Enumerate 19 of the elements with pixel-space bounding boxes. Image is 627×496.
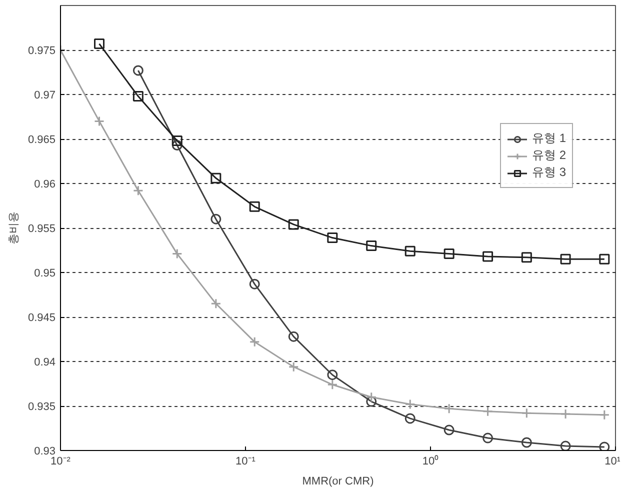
y-tick-label: 0.95 <box>34 268 56 280</box>
y-tick-label: 0.965 <box>28 134 56 146</box>
x-tick-label: 10⁰ <box>422 454 439 468</box>
y-axis-title: 총비용 <box>8 212 20 244</box>
legend-label: 유형 3 <box>532 164 566 181</box>
y-tick-label: 0.935 <box>28 401 56 413</box>
x-tick-label: 10⁻² <box>50 456 71 468</box>
y-tick-label: 0.97 <box>34 90 56 102</box>
y-tick-label: 0.93 <box>34 446 56 458</box>
x-tick-label: 10¹ <box>604 456 621 468</box>
x-tick-label: 10⁻¹ <box>236 456 256 468</box>
y-tick-label: 0.975 <box>28 45 56 57</box>
x-axis-title: MMR(or CMR) <box>302 476 374 488</box>
y-tick-label: 0.955 <box>28 223 56 235</box>
y-tick-label: 0.945 <box>28 312 56 324</box>
y-tick-label: 0.96 <box>34 178 56 190</box>
legend-label: 유형 1 <box>532 130 566 147</box>
y-tick-label: 0.94 <box>34 356 56 368</box>
legend-label: 유형 2 <box>532 147 566 164</box>
